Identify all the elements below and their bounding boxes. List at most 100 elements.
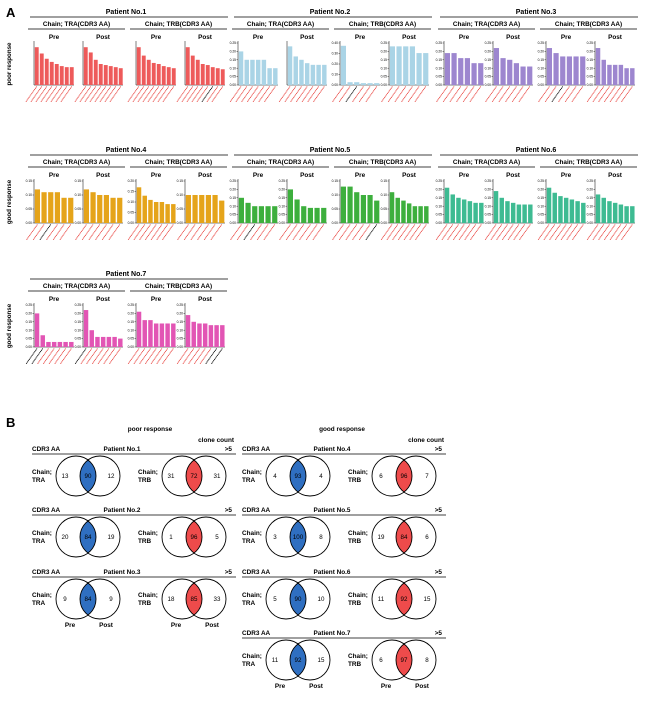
venn-trb: Chain; TRB 11 92 15 (348, 578, 437, 620)
sequence-label-mark (91, 348, 104, 365)
sequence-label-mark (365, 86, 378, 103)
venn-pre-circle (371, 516, 413, 558)
y-tick-label: 0.00 (177, 345, 184, 349)
patient-bar-group: Patient No.1 poor response Chain; TRA(CDR3… (6, 9, 228, 103)
venn-post-only: 12 (108, 473, 115, 480)
bar (159, 202, 165, 223)
sequence-label-mark (464, 224, 476, 241)
bar (299, 59, 304, 85)
y-tick-label: 0.20 (485, 188, 492, 192)
sequence-label-mark (230, 224, 242, 241)
bar (461, 199, 467, 223)
y-tick-label: 0.00 (230, 221, 237, 225)
bar (287, 189, 293, 223)
y-tick-label: 0.10 (177, 328, 184, 332)
venn-shared: 85 (191, 596, 198, 603)
venn-shared: 84 (85, 596, 92, 603)
y-tick-label: 0.10 (538, 66, 545, 70)
y-tick-label: 0.20 (436, 188, 443, 192)
sequence-label-mark (305, 224, 318, 241)
venn-pre-circle (265, 639, 307, 681)
bar (601, 59, 606, 85)
sequence-label-mark (518, 86, 531, 103)
sequence-label-mark (144, 348, 157, 365)
bar (34, 189, 40, 223)
venn-pre-circle (55, 516, 97, 558)
bar (624, 206, 629, 223)
bar (575, 201, 580, 223)
bar (89, 330, 94, 347)
venn-post-only: 5 (215, 534, 219, 541)
venn-shared: 92 (401, 596, 408, 603)
bar (500, 58, 506, 85)
bar (573, 56, 579, 85)
bar (273, 68, 278, 85)
y-tick-label: 0.15 (587, 58, 594, 62)
bar (34, 313, 40, 347)
sequence-label-mark (449, 86, 462, 103)
bar (106, 336, 112, 347)
bar (595, 194, 601, 223)
venn-overlap (290, 579, 306, 619)
sequence-label-mark (108, 224, 121, 241)
bar (389, 192, 395, 223)
bar (245, 202, 251, 223)
bar (510, 202, 516, 223)
y-tick-label: 0.15 (436, 196, 443, 200)
sequence-label-mark (88, 224, 101, 241)
venn-trb: Chain; TRB 19 84 6 (348, 516, 437, 558)
y-tick-label: 0.05 (26, 207, 33, 211)
sequence-label-mark (397, 224, 410, 241)
y-tick-label: 0.20 (538, 188, 545, 192)
bar (54, 192, 60, 223)
bar (159, 323, 165, 347)
bar (374, 83, 380, 85)
y-tick-label: 0.05 (381, 75, 388, 79)
chain-label-line: Chain; (348, 530, 368, 537)
bar (100, 336, 106, 347)
venn-post-circle (395, 516, 437, 558)
venn-post-only: 15 (424, 596, 431, 603)
bar (190, 55, 195, 85)
clone-count-label: clone count (198, 437, 235, 444)
venn-pre-only: 6 (379, 657, 383, 664)
sequence-label-mark (414, 224, 427, 241)
bar (360, 83, 366, 85)
bar (49, 61, 54, 85)
sequence-label-mark (40, 86, 53, 103)
venn-tra: Chain; TRA 9 84 9 Pre Post (32, 578, 121, 629)
sequence-label-mark (139, 348, 151, 365)
bar (321, 207, 327, 223)
sequence-label-mark (571, 86, 584, 103)
bar (412, 206, 418, 223)
sequence-label-mark (592, 86, 605, 103)
sequence-label-mark (211, 86, 224, 103)
bar (63, 341, 68, 347)
bar (467, 201, 473, 223)
sequence-label-mark (103, 348, 115, 365)
bar (624, 68, 629, 85)
bar (301, 206, 307, 223)
venn-post-circle (185, 578, 227, 620)
bar (347, 82, 353, 85)
bar (156, 64, 161, 85)
chain-label: Chain; TRA (242, 530, 262, 545)
y-tick-label: 0.10 (230, 204, 237, 208)
sequence-label-mark (496, 224, 508, 241)
sequence-label-mark (35, 86, 48, 103)
y-tick-label: 0.20 (26, 312, 33, 316)
venn-pre-circle (265, 516, 307, 558)
bar (165, 323, 170, 347)
venn-post-only: 4 (319, 473, 323, 480)
bar (59, 66, 64, 85)
bar (61, 197, 67, 223)
sequence-label-mark (37, 348, 49, 365)
venn-post-only: 9 (109, 596, 113, 603)
y-tick-label: 0.20 (177, 312, 184, 316)
y-tick-label: 0.00 (436, 83, 443, 87)
venn-post-circle (79, 516, 121, 558)
sequence-label-mark (620, 86, 633, 103)
sequence-label-mark (252, 86, 265, 103)
